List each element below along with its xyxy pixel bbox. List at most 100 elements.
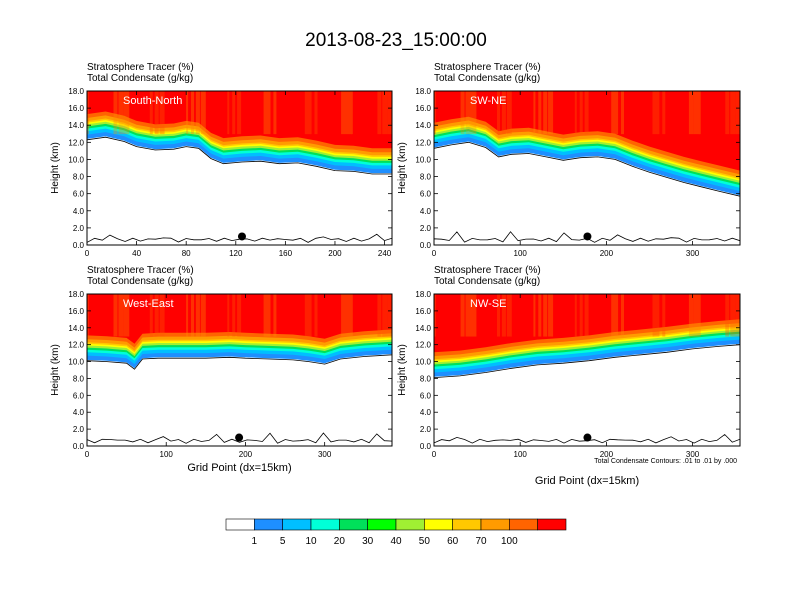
streak: [341, 294, 347, 337]
panel-west-east: West-East Stratosphere Tracer (%)Total Co…: [50, 265, 393, 474]
x-tick-label: 200: [239, 450, 253, 459]
streak: [87, 91, 89, 135]
y-axis-label: Height (km): [397, 344, 408, 396]
streak: [113, 294, 118, 337]
streak: [191, 294, 194, 337]
condensate-contour: [434, 344, 740, 378]
x-tick-label: 300: [318, 450, 332, 459]
y-tick-label: 14.0: [415, 324, 431, 333]
streak: [538, 91, 542, 135]
subtitle-tracer: Stratosphere Tracer (%): [87, 62, 194, 73]
streak: [725, 294, 730, 337]
y-tick-label: 14.0: [68, 121, 84, 130]
colorbar-swatch: [339, 518, 368, 531]
streak: [273, 91, 277, 135]
location-marker: [583, 232, 592, 241]
colorbar-swatch: [254, 518, 283, 531]
streak: [87, 294, 89, 337]
streak: [501, 294, 506, 337]
y-tick-label: 18.0: [68, 290, 84, 299]
y-tick-label: 6.0: [73, 190, 85, 199]
streak: [186, 91, 189, 135]
streak: [662, 91, 666, 135]
streak: [621, 294, 624, 337]
plot-area: [434, 91, 740, 245]
plot-frame: [86, 90, 393, 246]
colorbar-swatch: [367, 518, 397, 531]
x-tick-label: 0: [85, 450, 90, 459]
plot-area: [87, 294, 392, 446]
terrain-contour: [434, 231, 740, 243]
y-tick-label: 4.0: [73, 207, 85, 216]
streak: [345, 91, 352, 135]
streak: [693, 91, 700, 135]
location-marker: [237, 232, 246, 241]
streak: [470, 91, 477, 135]
colorbar-label: 40: [390, 536, 402, 547]
y-tick-label: 8.0: [73, 374, 85, 383]
panel-label: South-North: [123, 95, 182, 107]
streak: [579, 294, 583, 337]
streak: [304, 91, 311, 135]
streak: [543, 294, 548, 337]
y-tick-label: 16.0: [68, 104, 84, 113]
streak: [470, 294, 477, 337]
x-tick-label: 120: [229, 249, 243, 258]
x-tick-label: 0: [85, 249, 90, 258]
streak: [621, 91, 624, 135]
streak: [263, 294, 270, 337]
streak: [309, 294, 312, 337]
streak: [268, 91, 271, 135]
colorbar-swatch: [310, 518, 340, 531]
streak: [113, 91, 118, 135]
streak: [304, 294, 311, 337]
subtitle-condensate: Total Condensate (g/kg): [87, 73, 193, 84]
streak: [693, 294, 700, 337]
streak: [688, 91, 694, 135]
x-tick-label: 300: [686, 450, 700, 459]
streak: [533, 294, 536, 337]
streak: [382, 91, 388, 135]
location-marker: [583, 433, 592, 442]
panel-sw-ne: SW-NE Stratosphere Tracer (%)Total Conden…: [397, 62, 741, 258]
colorbar-label: 10: [305, 536, 317, 547]
streak: [263, 91, 270, 135]
streak: [730, 294, 736, 337]
colorbar-label: 1: [252, 536, 258, 547]
streak: [309, 91, 312, 135]
x-tick-label: 40: [132, 249, 141, 258]
y-tick-label: 8.0: [73, 173, 85, 182]
x-tick-label: 80: [182, 249, 191, 258]
panel-label: SW-NE: [470, 95, 506, 107]
streak: [237, 91, 242, 135]
x-tick-label: 160: [279, 249, 293, 258]
plot-frame: [433, 90, 741, 246]
streak: [725, 91, 730, 135]
y-tick-label: 4.0: [420, 408, 432, 417]
y-tick-label: 8.0: [420, 374, 432, 383]
y-tick-label: 16.0: [415, 307, 431, 316]
condensate-contour: [87, 136, 392, 175]
tracer-band-9: [87, 294, 392, 344]
y-tick-label: 2.0: [73, 224, 85, 233]
x-tick-label: 200: [328, 249, 342, 258]
x-axis-label: Grid Point (dx=15km): [187, 462, 291, 474]
streak: [662, 294, 666, 337]
y-tick-label: 2.0: [73, 425, 85, 434]
colorbar-label: 100: [501, 536, 518, 547]
streak: [584, 91, 589, 135]
streak: [497, 294, 500, 337]
x-tick-label: 0: [432, 249, 437, 258]
y-tick-label: 4.0: [420, 207, 432, 216]
plot-frame: [86, 293, 393, 447]
streak: [159, 91, 165, 135]
y-axis-label: Height (km): [50, 142, 61, 194]
streak: [387, 294, 392, 337]
y-tick-label: 0.0: [73, 241, 85, 250]
y-tick-label: 0.0: [73, 442, 85, 451]
streak: [232, 91, 236, 135]
streak: [688, 294, 694, 337]
location-marker: [235, 433, 244, 442]
tracer-streaks: [434, 91, 740, 135]
subtitle-tracer: Stratosphere Tracer (%): [434, 62, 541, 73]
